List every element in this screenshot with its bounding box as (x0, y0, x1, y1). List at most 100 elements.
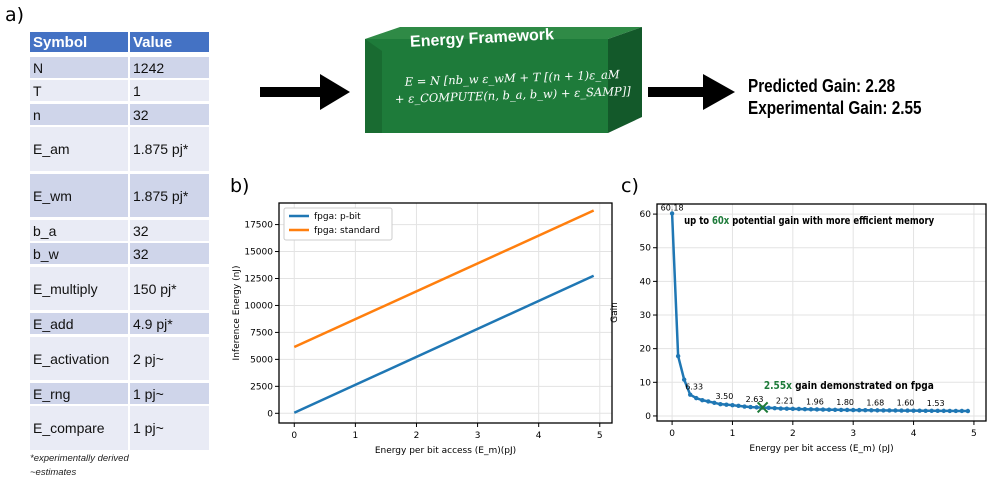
cell-symbol: T (30, 80, 128, 101)
annotation-post: gain demonstrated on fpga (792, 380, 934, 392)
cell-value: 32 (130, 104, 209, 125)
x-axis-label: Energy per bit access (E_m)(pJ) (375, 446, 516, 456)
data-label: 2.63 (746, 395, 764, 404)
table-row: E_wm 1.875 pj* (30, 174, 210, 217)
gain-point (681, 377, 687, 382)
gain-point (814, 407, 820, 412)
x-tick-label: 5 (597, 431, 603, 441)
cell-symbol: E_activation (30, 337, 128, 380)
header-symbol: Symbol (30, 32, 128, 52)
series-line-fpga-p-bit (293, 274, 595, 414)
cell-value: 1.875 pj* (130, 174, 209, 217)
legend-box (283, 207, 393, 241)
data-label: 1.68 (866, 398, 884, 407)
gain-point (838, 407, 844, 413)
cell-value: 1 pj~ (130, 383, 209, 404)
table-header: Symbol Value (30, 32, 210, 52)
panel-label-a: a) (5, 4, 25, 26)
x-tick-label: 4 (536, 431, 542, 441)
cell-value: 1 (130, 80, 209, 101)
data-label: 1.53 (927, 399, 945, 408)
cell-value: 2 pj~ (130, 337, 209, 380)
table-row: E_am 1.875 pj* (30, 127, 210, 171)
cell-symbol: b_w (30, 243, 128, 264)
y-tick-label: 7500 (250, 328, 273, 338)
x-tick-label: 2 (790, 429, 796, 439)
y-axis-label: Inference Energy (nJ) (232, 266, 242, 361)
gain-point (844, 407, 850, 413)
gain-point (694, 395, 699, 401)
gain-point (917, 408, 922, 413)
plot-frame (278, 202, 613, 424)
table-row: E_multiply 150 pj* (30, 267, 210, 310)
gain-point (706, 399, 711, 404)
y-tick-label: 15000 (244, 248, 273, 258)
table-row: E_compare 1 pj~ (30, 406, 210, 450)
legend-label: fpga: p-bit (314, 212, 361, 222)
annotation-pre: up to (684, 215, 712, 227)
gain-point (875, 408, 880, 413)
gain-point (766, 405, 771, 411)
x-tick-label: 3 (850, 429, 856, 439)
panel-label-c: c) (621, 175, 639, 197)
series-line-fpga-standard (293, 209, 595, 349)
cell-symbol: N (30, 57, 128, 78)
table-row: E_add 4.9 pj* (30, 313, 210, 334)
header-value: Value (130, 32, 209, 52)
gain-point (796, 406, 802, 412)
gain-point (772, 405, 777, 411)
cell-symbol: E_wm (30, 174, 128, 217)
gain-point (881, 408, 886, 413)
gain-point (947, 408, 952, 414)
gain-point (754, 405, 759, 410)
data-label: 60.18 (661, 203, 684, 212)
y-axis-label: Gain (610, 302, 620, 323)
gain-point (953, 408, 959, 414)
x-tick-label: 0 (291, 431, 297, 441)
cell-value: 1.875 pj* (130, 127, 209, 171)
cell-value: 150 pj* (130, 267, 209, 310)
gain-point (965, 408, 971, 414)
gain-point (675, 353, 681, 359)
gain-point (887, 408, 892, 413)
data-label: 3.50 (715, 392, 733, 401)
legend-label: fpga: standard (314, 226, 380, 236)
predicted-gain: Predicted Gain: 2.28 (748, 76, 896, 96)
y-tick-label: 12500 (244, 274, 273, 284)
y-tick-label: 40 (640, 277, 652, 287)
cell-symbol: E_am (30, 127, 128, 171)
gain-point (905, 408, 910, 413)
gain-point (826, 407, 832, 412)
gain-point (899, 408, 904, 413)
cell-symbol: b_a (30, 220, 128, 241)
y-tick-label: 50 (640, 244, 652, 254)
x-tick-label: 0 (669, 429, 675, 439)
gain-point (790, 406, 796, 412)
gain-point (911, 408, 916, 413)
gain-point (869, 408, 874, 413)
data-label: 1.80 (836, 398, 854, 407)
x-tick-label: 2 (414, 431, 420, 441)
energy-framework-box (365, 27, 642, 133)
experimental-gain: Experimental Gain: 2.55 (748, 98, 922, 118)
gain-point (863, 408, 868, 413)
y-tick-label: 0 (267, 409, 273, 419)
experimental-marker (756, 401, 769, 414)
table-row: N 1242 (30, 57, 210, 78)
x-tick-label: 5 (971, 429, 977, 439)
panel-label-b: b) (230, 175, 250, 197)
gain-point (736, 403, 741, 409)
y-tick-label: 60 (640, 210, 652, 220)
gain-point (742, 404, 747, 409)
x-tick-label: 3 (475, 431, 481, 441)
y-tick-label: 5000 (250, 355, 273, 365)
gain-point (718, 401, 723, 407)
plot-frame (656, 203, 987, 422)
annotation-highlight: 2.55x (764, 380, 792, 392)
y-tick-label: 0 (645, 412, 651, 422)
gain-point (820, 407, 826, 412)
gain-point (941, 408, 946, 414)
gain-point (959, 408, 965, 414)
gain-point (748, 404, 753, 410)
